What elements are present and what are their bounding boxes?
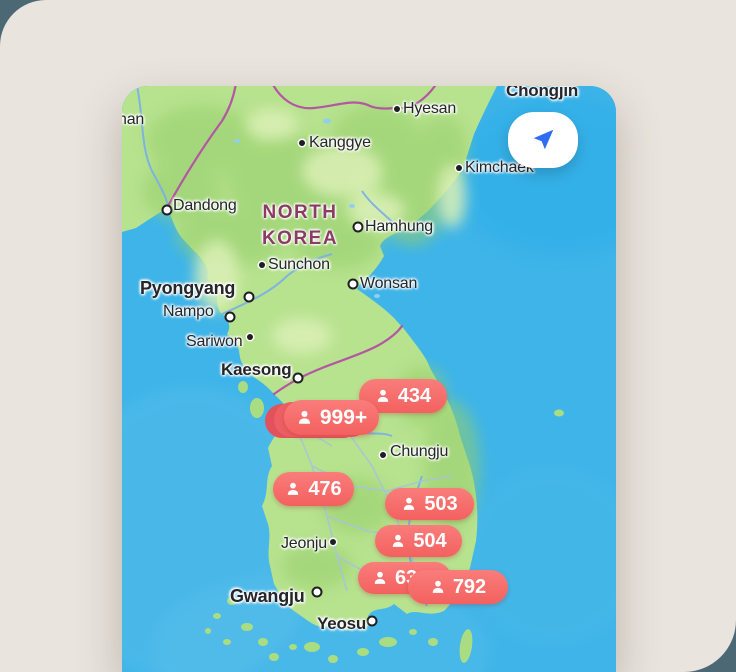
person-icon: [298, 410, 310, 424]
city-dot-wonsan: [347, 278, 359, 290]
cluster-marker-999[interactable]: 999+: [284, 400, 379, 435]
city-dot-nampo: [224, 311, 236, 323]
cluster-count: 999+: [319, 405, 368, 429]
city-label-pyongyang: Pyongyang: [140, 278, 236, 298]
cluster-count: 504: [413, 529, 447, 552]
city-label-yeosu: Yeosu: [317, 614, 367, 633]
region-label-north-korea: NORTH KOREA: [238, 200, 362, 252]
locate-button[interactable]: [508, 112, 578, 168]
person-icon: [377, 389, 389, 402]
city-label-hamhung: Hamhung: [365, 218, 433, 235]
city-dot-hyesan: [394, 106, 400, 112]
cluster-count: 503: [424, 492, 458, 515]
city-label-jeonju: Jeonju: [281, 535, 327, 552]
cluster-marker-503[interactable]: 503: [385, 488, 474, 520]
city-label-kimchaek: Kimchaek: [465, 159, 534, 176]
city-dot-dandong: [161, 204, 173, 216]
city-dot-kimchaek: [456, 165, 462, 171]
cluster-marker-504[interactable]: 504: [375, 525, 462, 557]
cluster-count: 434: [397, 384, 432, 407]
cluster-marker-476[interactable]: 476: [273, 472, 354, 506]
city-dot-hamhung: [352, 221, 364, 233]
city-dot-kaesong: [292, 372, 304, 384]
city-label-sunchon: Sunchon: [268, 256, 330, 273]
city-label-chungju: Chungju: [390, 443, 449, 460]
city-dot-pyongyang: [243, 291, 255, 303]
city-label-wonsan: Wonsan: [360, 275, 418, 292]
cluster-count: 476: [308, 477, 342, 500]
city-dot-chungju: [380, 452, 386, 458]
city-label-han: han: [122, 111, 145, 128]
city-label-sariwon: Sariwon: [186, 333, 243, 350]
city-label-kanggye: Kanggye: [309, 134, 371, 151]
person-icon: [374, 571, 386, 584]
city-label-chongjin: Chongjin: [506, 86, 579, 100]
map-view[interactable]: NORTH KOREA han Chongjin Hyesan Kanggye …: [122, 86, 616, 672]
city-dot-sunchon: [259, 262, 265, 268]
person-icon: [404, 497, 415, 510]
person-icon: [432, 580, 444, 593]
city-label-kaesong: Kaesong: [221, 360, 292, 379]
city-label-dandong: Dandong: [173, 197, 237, 214]
cluster-marker-792[interactable]: 792: [408, 570, 508, 604]
navigation-arrow-icon: [533, 129, 554, 150]
map-artwork: [122, 86, 616, 672]
cluster-count: 792: [452, 575, 487, 598]
city-label-gwangju: Gwangju: [230, 586, 305, 606]
region-label-line1: NORTH: [262, 202, 338, 223]
city-dot-yeosu: [366, 615, 378, 627]
city-label-nampo: Nampo: [163, 303, 214, 320]
region-label-line2: KOREA: [261, 228, 339, 249]
city-dot-sariwon: [247, 334, 253, 340]
person-icon: [393, 534, 404, 547]
person-icon: [288, 482, 299, 495]
city-dot-gwangju: [311, 586, 323, 598]
city-dot-jeonju: [330, 539, 336, 545]
city-label-hyesan: Hyesan: [403, 100, 457, 117]
city-dot-kanggye: [299, 140, 305, 146]
